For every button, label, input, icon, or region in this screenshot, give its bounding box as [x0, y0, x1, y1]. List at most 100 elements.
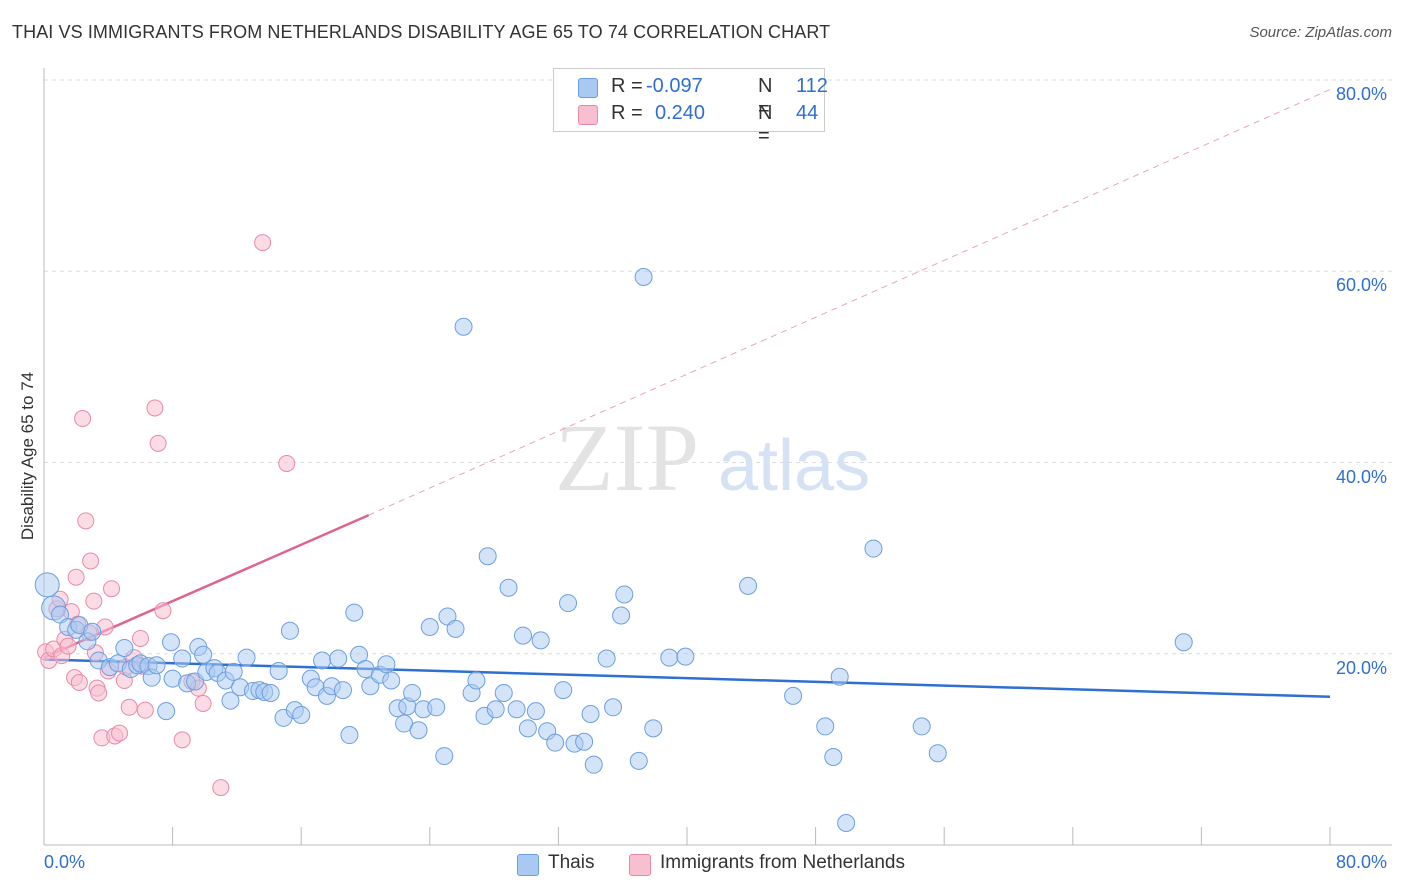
point-netherlands: [70, 673, 88, 691]
y-tick-label: 20.0%: [1336, 657, 1388, 678]
point-thais: [928, 744, 947, 763]
y-tick-label: 80.0%: [1336, 84, 1388, 104]
legend-n-value: 44: [796, 102, 819, 124]
point-thais: [581, 704, 600, 723]
point-thais: [454, 317, 473, 336]
point-netherlands: [111, 724, 129, 742]
point-thais: [403, 683, 422, 702]
point-thais: [830, 667, 849, 686]
point-thais: [514, 626, 533, 645]
watermark-zip: ZIP: [555, 404, 699, 511]
point-thais: [629, 751, 648, 770]
point-netherlands: [67, 568, 85, 586]
point-thais: [1174, 633, 1193, 652]
legend-r-label: R =: [611, 102, 643, 124]
point-netherlands: [149, 434, 167, 452]
point-thais: [575, 732, 594, 751]
point-thais: [612, 606, 631, 625]
point-thais: [382, 671, 401, 690]
legend-n-label: N =: [758, 102, 773, 147]
point-thais: [531, 631, 550, 650]
point-thais: [554, 681, 573, 700]
point-netherlands: [82, 552, 100, 570]
bottom-legend-swatch-netherlands: [629, 854, 651, 876]
point-thais: [435, 747, 454, 766]
point-thais: [161, 633, 180, 652]
point-netherlands: [77, 512, 95, 530]
point-thais: [147, 656, 166, 675]
trend-lines: [43, 89, 1331, 699]
point-netherlands: [146, 399, 164, 417]
point-thais: [604, 698, 623, 717]
point-thais: [345, 603, 364, 622]
point-netherlands: [278, 454, 296, 472]
point-thais: [340, 726, 359, 745]
axes: [43, 68, 1392, 846]
point-thais: [486, 700, 505, 719]
point-netherlands: [85, 592, 103, 610]
point-netherlands: [212, 779, 230, 797]
point-thais: [446, 619, 465, 638]
point-thais: [518, 719, 537, 738]
point-thais: [634, 267, 653, 286]
point-thais: [676, 647, 695, 666]
y-tick-label: 40.0%: [1336, 466, 1388, 487]
legend-r-value: -0.097: [646, 75, 703, 97]
point-thais: [329, 649, 348, 668]
bottom-legend-label-thais: Thais: [548, 852, 595, 873]
point-thais: [221, 691, 240, 710]
point-thais: [499, 578, 518, 597]
point-thais: [194, 645, 213, 664]
point-thais: [269, 661, 288, 680]
point-thais: [644, 719, 663, 738]
point-thais: [280, 621, 299, 640]
watermark: ZIP atlas: [555, 404, 870, 511]
data-points: [34, 234, 1193, 833]
point-thais: [467, 671, 486, 690]
x-tick-label-min: 0.0%: [44, 852, 86, 872]
point-thais: [584, 755, 603, 774]
point-thais: [816, 717, 835, 736]
point-netherlands: [59, 637, 77, 655]
point-thais: [361, 677, 380, 696]
point-thais: [409, 721, 428, 740]
point-thais: [824, 748, 843, 767]
point-netherlands: [120, 698, 138, 716]
point-netherlands: [90, 684, 108, 702]
x-tick-label-max: 80.0%: [1336, 852, 1388, 872]
point-netherlands: [254, 234, 272, 252]
y-axis-title: Disability Age 65 to 74: [18, 371, 37, 541]
point-thais: [173, 649, 192, 668]
legend-swatch-netherlands: [578, 105, 598, 125]
point-thais: [615, 585, 634, 604]
legend-swatch-thais: [578, 78, 598, 98]
point-thais: [912, 717, 931, 736]
legend-r-value: 0.240: [655, 102, 706, 124]
point-thais: [224, 662, 243, 681]
point-netherlands: [154, 602, 172, 620]
legend-n-value: 112: [796, 75, 828, 97]
point-thais: [420, 617, 439, 636]
point-thais: [507, 700, 526, 719]
point-netherlands: [103, 580, 121, 598]
point-thais: [115, 639, 134, 658]
point-thais: [157, 702, 176, 721]
point-thais: [333, 681, 352, 700]
point-thais: [313, 651, 332, 670]
point-thais: [660, 648, 679, 667]
point-thais: [546, 733, 565, 752]
point-thais: [559, 594, 578, 613]
point-netherlands: [194, 694, 212, 712]
point-netherlands: [74, 410, 92, 428]
point-netherlands: [136, 701, 154, 719]
point-thais: [83, 622, 102, 641]
point-thais: [739, 576, 758, 595]
y-tick-label: 60.0%: [1336, 275, 1388, 296]
point-thais: [237, 648, 256, 667]
point-thais: [597, 649, 616, 668]
point-thais: [784, 686, 803, 705]
grid-lines: [44, 79, 1392, 655]
point-netherlands: [131, 629, 149, 647]
point-thais: [864, 539, 883, 558]
point-netherlands: [173, 731, 191, 749]
